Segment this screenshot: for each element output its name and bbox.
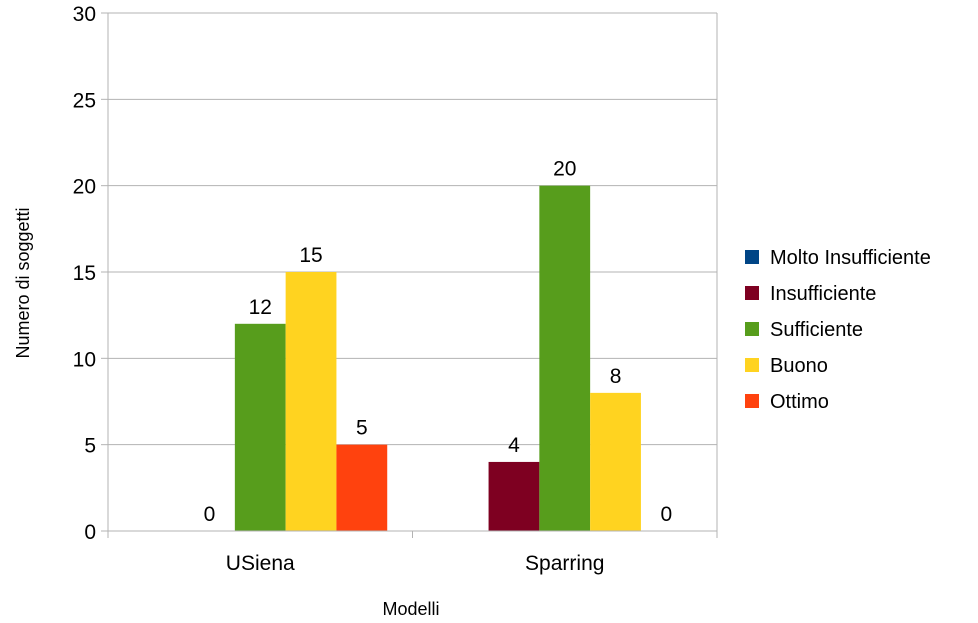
legend: Molto Insufficiente Insufficiente Sufficie… xyxy=(745,247,931,413)
bar xyxy=(590,392,641,531)
y-tick-label: 20 xyxy=(73,176,96,199)
data-label: 15 xyxy=(299,244,322,267)
legend-label: Insufficiente xyxy=(770,283,876,305)
legend-label: Ottimo xyxy=(770,391,829,413)
gridlines xyxy=(108,12,717,446)
y-tick-label: 0 xyxy=(84,521,96,544)
data-label: 0 xyxy=(660,503,672,526)
x-tick-label: USiena xyxy=(226,552,295,575)
legend-swatch xyxy=(745,286,759,300)
data-label: 20 xyxy=(553,158,576,181)
y-axis-ticks: 0 5 10 15 20 25 30 xyxy=(73,3,108,544)
y-tick-label: 15 xyxy=(73,262,96,285)
y-tick-label: 25 xyxy=(73,89,96,112)
y-tick-label: 5 xyxy=(84,435,96,458)
legend-label: Sufficiente xyxy=(770,319,863,341)
data-label: 0 xyxy=(204,503,216,526)
legend-swatch xyxy=(745,250,759,264)
x-tick-label: Sparring xyxy=(525,552,604,575)
legend-label: Buono xyxy=(770,355,828,377)
data-label: 8 xyxy=(610,365,622,388)
bar xyxy=(488,461,540,531)
data-labels: 0 12 15 5 4 20 8 0 xyxy=(204,158,673,526)
bar xyxy=(539,185,591,531)
x-axis-title: Modelli xyxy=(382,599,439,619)
legend-swatch xyxy=(745,322,759,336)
y-tick-label: 10 xyxy=(73,348,96,371)
legend-label: Molto Insufficiente xyxy=(770,247,931,269)
y-axis-title: Numero di soggetti xyxy=(13,207,33,358)
legend-swatch xyxy=(745,358,759,372)
bar xyxy=(234,323,286,531)
legend-swatch xyxy=(745,394,759,408)
bar xyxy=(336,444,388,531)
bars xyxy=(234,185,641,531)
y-tick-label: 30 xyxy=(73,3,96,26)
data-label: 4 xyxy=(508,434,520,457)
data-label: 12 xyxy=(249,296,272,319)
data-label: 5 xyxy=(356,417,368,440)
bar xyxy=(285,272,337,531)
x-axis-ticks: USiena Sparring xyxy=(107,531,718,575)
